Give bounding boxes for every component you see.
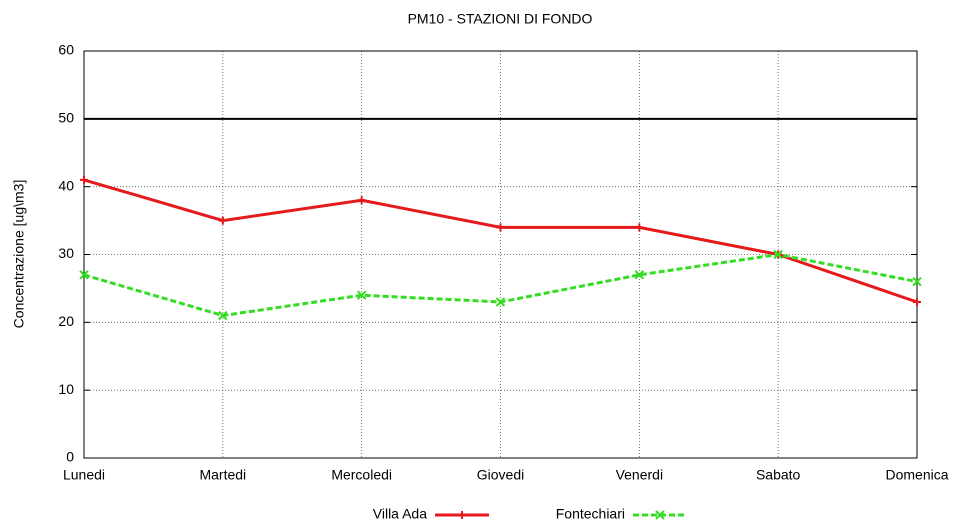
marker <box>635 223 644 232</box>
legend-marker <box>655 510 665 520</box>
x-tick-label: Martedi <box>199 467 246 483</box>
x-tick-label: Domenica <box>885 467 948 483</box>
x-tick-label: Venerdi <box>616 467 663 483</box>
marker <box>913 297 921 306</box>
x-tick-label: Mercoledi <box>331 467 392 483</box>
marker <box>357 196 366 205</box>
plot-frame <box>83 50 918 459</box>
x-tick-label: Giovedi <box>477 467 524 483</box>
y-tick-label: 30 <box>58 245 74 261</box>
marker <box>356 290 367 300</box>
y-axis-label: Concentrazione [ug\m3] <box>11 180 27 329</box>
legend-marker <box>458 511 466 519</box>
marker <box>912 276 922 287</box>
marker <box>496 223 505 232</box>
legend-label: Villa Ada <box>373 506 427 522</box>
x-tick-label: Lunedi <box>63 467 105 483</box>
marker <box>79 270 89 280</box>
y-tick-label: 60 <box>58 42 74 58</box>
y-tick-label: 10 <box>58 381 74 397</box>
y-tick-label: 0 <box>66 449 74 465</box>
legend-label: Fontechiari <box>556 506 625 522</box>
marker <box>634 270 645 280</box>
marker <box>218 216 227 225</box>
marker <box>218 310 228 321</box>
marker <box>773 249 783 260</box>
chart-title: PM10 - STAZIONI DI FONDO <box>408 11 593 27</box>
marker <box>495 297 506 307</box>
y-tick-label: 50 <box>58 110 74 126</box>
y-tick-label: 20 <box>58 313 74 329</box>
y-tick-label: 40 <box>58 177 74 193</box>
marker <box>80 175 88 184</box>
x-tick-label: Sabato <box>756 467 801 483</box>
